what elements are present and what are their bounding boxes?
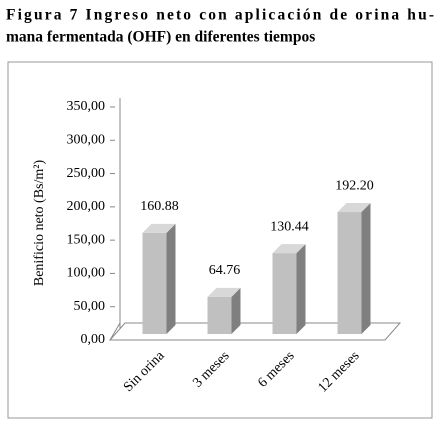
bar-top	[272, 244, 306, 254]
y-tick-label: 200,00	[67, 199, 106, 214]
y-tick-label: 100,00	[67, 266, 106, 281]
y-axis-front	[109, 322, 121, 341]
bar-top	[337, 203, 371, 213]
y-tick-label: 0,00	[81, 332, 106, 347]
bar-side	[361, 203, 371, 334]
floor	[108, 322, 402, 341]
y-tick-label: 300,00	[67, 133, 106, 148]
y-tick-label: 250,00	[67, 166, 106, 181]
chart-title: Figura 7 Ingreso neto con aplicación de …	[6, 7, 434, 24]
data-label: 192.20	[335, 178, 374, 193]
bar	[142, 232, 167, 334]
y-tick-label: 150,00	[67, 232, 106, 247]
bar-top	[142, 223, 176, 233]
bar-side	[166, 223, 176, 334]
bar	[337, 212, 362, 334]
bar	[207, 296, 232, 334]
data-label: 160.88	[140, 199, 179, 214]
data-label: 64.76	[209, 263, 241, 278]
bar	[272, 253, 297, 334]
data-label: 130.44	[270, 219, 309, 234]
chart-title: mana fermentada (OHF) en diferentes tiem…	[6, 29, 315, 46]
bar-top	[207, 287, 241, 297]
y-axis-label: Benificio neto (Bs/m²)	[32, 160, 47, 287]
y-tick-label: 350,00	[67, 99, 106, 114]
bar-side	[296, 244, 306, 334]
y-tick-label: 50,00	[74, 299, 106, 314]
bar-side	[231, 287, 241, 334]
